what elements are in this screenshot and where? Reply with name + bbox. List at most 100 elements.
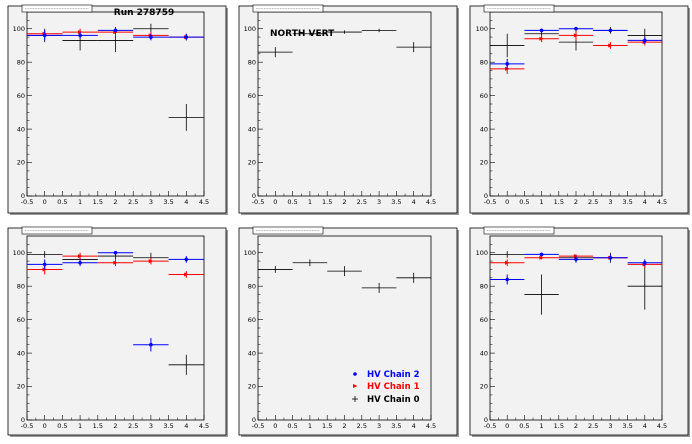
y-tick-label: 20	[17, 159, 25, 167]
y-tick-label: 20	[480, 383, 488, 391]
y-tick-label: 0	[484, 192, 488, 200]
y-tick-label: 100	[13, 249, 25, 257]
x-tick-label: 4	[184, 198, 188, 206]
x-tick-label: 1.5	[93, 198, 103, 206]
x-tick-label: 1.5	[554, 422, 564, 430]
y-tick-label: 80	[480, 58, 488, 66]
x-tick-label: 1.5	[322, 198, 332, 206]
y-tick-label: 20	[480, 159, 488, 167]
legend-label: HV Chain 0	[367, 395, 420, 405]
x-tick-label: 0.5	[57, 422, 67, 430]
x-tick-label: 3	[608, 422, 612, 430]
x-tick-label: 1	[540, 422, 544, 430]
y-tick-label: 60	[480, 92, 488, 100]
x-tick-label: 1	[78, 422, 82, 430]
point-marker	[643, 38, 647, 43]
legend-label: HV Chain 1	[367, 382, 420, 392]
y-tick-label: 20	[248, 159, 256, 167]
y-tick-label: 60	[248, 92, 256, 100]
y-tick-label: 100	[476, 25, 488, 33]
y-tick-label: 0	[21, 192, 25, 200]
point-marker	[643, 260, 647, 265]
y-tick-label: 20	[248, 383, 256, 391]
x-tick-label: 1	[78, 198, 82, 206]
x-tick-label: 2.5	[357, 422, 367, 430]
point-marker	[78, 33, 82, 38]
point-marker	[539, 28, 544, 33]
x-tick-label: 4.5	[657, 422, 667, 430]
x-tick-label: 2	[342, 198, 346, 206]
x-tick-label: 3.5	[622, 198, 632, 206]
legend-marker	[353, 384, 358, 388]
y-tick-label: 0	[252, 192, 256, 200]
y-tick-label: 100	[476, 249, 488, 257]
y-tick-label: 0	[21, 416, 25, 424]
x-tick-label: 0.5	[287, 422, 297, 430]
point-marker	[42, 33, 47, 38]
x-tick-label: 3.5	[163, 422, 173, 430]
x-tick-label: 1.5	[322, 422, 332, 430]
x-tick-label: 1.5	[93, 422, 103, 430]
x-tick-label: 2.5	[588, 422, 598, 430]
x-tick-label: -0.5	[21, 422, 34, 430]
point-marker	[78, 260, 82, 265]
x-tick-label: 2	[113, 198, 117, 206]
y-tick-label: 40	[248, 349, 256, 357]
x-tick-label: 2	[113, 422, 117, 430]
y-tick-label: 20	[17, 383, 25, 391]
point-marker	[539, 252, 544, 257]
x-tick-label: 2.5	[588, 198, 598, 206]
point-marker	[574, 257, 578, 262]
point-marker	[608, 255, 613, 260]
x-tick-label: 2	[574, 198, 578, 206]
point-marker	[573, 33, 579, 38]
x-tick-label: -0.5	[484, 422, 497, 430]
point-marker	[505, 277, 510, 282]
point-marker	[113, 28, 118, 33]
point-marker	[113, 260, 118, 265]
x-tick-label: 1.5	[554, 198, 564, 206]
legend-label: HV Chain 2	[367, 370, 420, 380]
y-tick-label: 100	[244, 249, 256, 257]
y-tick-label: 40	[480, 125, 488, 133]
y-tick-label: 60	[17, 316, 25, 324]
plot-area	[257, 11, 432, 197]
y-tick-label: 100	[244, 25, 256, 33]
x-tick-label: 3	[608, 198, 612, 206]
point-marker	[113, 250, 118, 255]
point-marker	[42, 262, 47, 267]
y-tick-label: 80	[17, 282, 25, 290]
y-tick-label: 80	[248, 282, 256, 290]
point-marker	[539, 255, 544, 260]
point-marker	[539, 36, 544, 41]
x-tick-label: -0.5	[252, 198, 265, 206]
y-tick-label: 60	[248, 316, 256, 324]
x-tick-label: 0	[273, 198, 277, 206]
legend: HV Chain 2 HV Chain 1 HV Chain 0	[352, 370, 420, 405]
point-marker	[505, 62, 510, 66]
x-tick-label: 1	[308, 198, 312, 206]
y-tick-label: 80	[248, 58, 256, 66]
x-tick-label: 4	[412, 422, 416, 430]
x-tick-label: 4.5	[657, 198, 667, 206]
x-tick-label: 4.5	[199, 198, 209, 206]
y-tick-label: 40	[480, 349, 488, 357]
x-tick-label: 0	[273, 422, 277, 430]
x-tick-label: 3.5	[391, 422, 401, 430]
x-tick-label: 0	[505, 198, 509, 206]
plot-area	[257, 235, 432, 421]
y-tick-label: 40	[17, 349, 25, 357]
y-tick-label: 40	[17, 125, 25, 133]
x-tick-label: 3	[377, 422, 381, 430]
y-tick-label: 60	[17, 92, 25, 100]
x-tick-label: 4.5	[426, 198, 436, 206]
legend-marker	[353, 372, 357, 376]
point-marker	[149, 342, 153, 347]
y-tick-label: 0	[252, 416, 256, 424]
